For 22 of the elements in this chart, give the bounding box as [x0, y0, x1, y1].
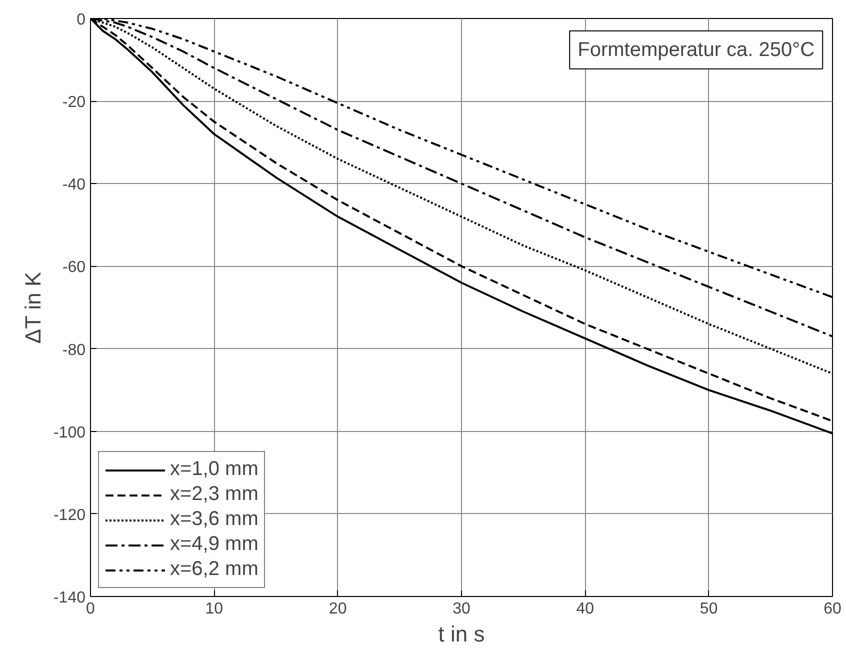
y-axis-title: ΔT in K [20, 271, 46, 344]
y-tick-label: -60 [62, 259, 86, 276]
y-tick-label: 0 [76, 12, 86, 28]
x-tick-label: 10 [205, 600, 224, 618]
x-tick-label: 60 [824, 600, 842, 618]
y-tick-label: -80 [62, 342, 86, 359]
legend-label: x=3,6 mm [170, 508, 258, 531]
y-tick-label: -20 [62, 94, 86, 112]
legend-label: x=6,2 mm [170, 558, 258, 581]
x-tick-label: 20 [328, 600, 347, 618]
x-tick-label: 50 [700, 600, 718, 618]
legend-label: x=1,0 mm [170, 458, 258, 481]
legend-label: x=4,9 mm [170, 533, 258, 556]
legend-label: x=2,3 mm [170, 483, 258, 506]
y-tick-label: -100 [53, 424, 86, 442]
y-tick-label: -40 [62, 176, 86, 194]
x-axis-title: t in s [438, 622, 485, 646]
x-tick-label: 30 [452, 600, 470, 618]
y-tick-label: -140 [53, 590, 86, 606]
annotation: Formtemperatur ca. 250°C [578, 38, 815, 61]
x-tick-label: 40 [576, 600, 594, 618]
y-tick-label: -120 [53, 506, 86, 524]
